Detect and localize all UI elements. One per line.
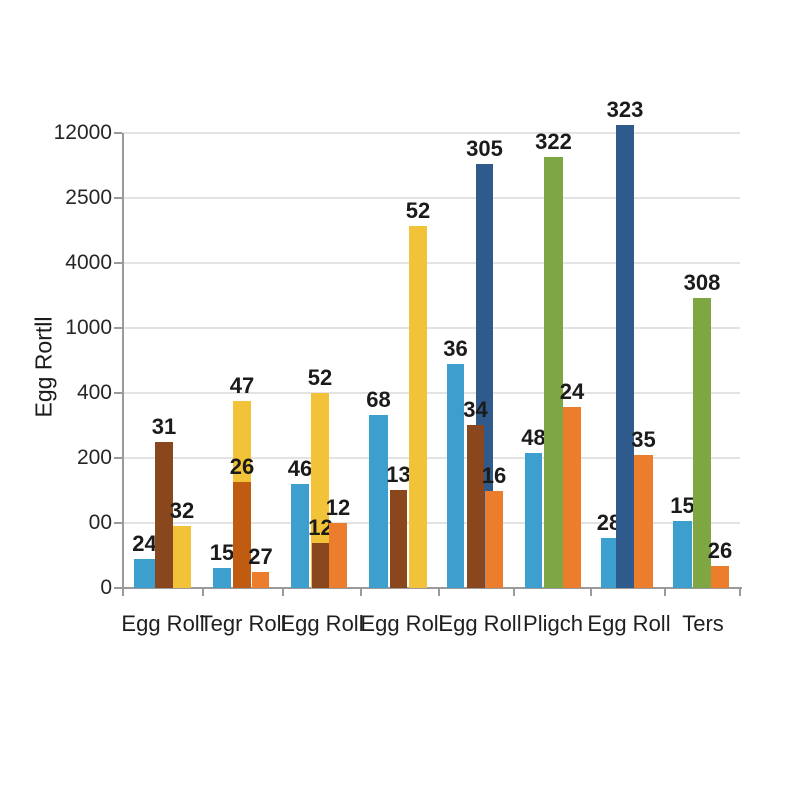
x-tick-label: Ters xyxy=(682,611,724,636)
bar-blue xyxy=(369,415,388,588)
bar-value-label: 68 xyxy=(366,387,391,412)
x-tick-mark xyxy=(360,588,362,596)
bar-orange xyxy=(252,572,269,588)
bar-navy xyxy=(616,125,634,588)
x-tick-mark xyxy=(438,588,440,596)
bar-value-label: 12 xyxy=(325,495,351,520)
y-tick-label: 400 xyxy=(76,381,112,404)
bar-orange xyxy=(634,455,653,588)
gridline xyxy=(122,457,740,459)
y-axis-line xyxy=(122,133,124,588)
bar-orange xyxy=(563,407,581,588)
y-tick-label: 2500 xyxy=(65,186,112,209)
y-tick-label: 1000 xyxy=(65,316,112,339)
bar-value-label: 13 xyxy=(386,462,411,487)
bar-blue xyxy=(213,568,231,588)
bar-orange xyxy=(711,566,729,588)
bar-green xyxy=(693,298,711,588)
bar-value-label: 16 xyxy=(481,463,507,488)
bar-value-label: 36 xyxy=(443,336,468,361)
bar-value-label: 15 xyxy=(209,540,235,565)
gridline xyxy=(122,522,740,524)
bar-blue xyxy=(447,364,464,588)
y-tick-label: 00 xyxy=(88,511,112,534)
y-tick-mark xyxy=(114,262,122,264)
bar-yellow xyxy=(173,526,191,588)
bar-value-label: 48 xyxy=(521,425,546,450)
y-tick-mark xyxy=(114,457,122,459)
y-tick-mark xyxy=(114,132,122,134)
bar-value-label: 34 xyxy=(463,397,488,422)
bar-blue xyxy=(291,484,309,588)
x-tick-label: Egg Roll xyxy=(438,611,522,636)
x-tick-mark xyxy=(513,588,515,596)
gridline xyxy=(122,262,740,264)
x-tick-mark xyxy=(590,588,592,596)
bar-blue xyxy=(134,559,155,588)
x-axis-line xyxy=(120,587,742,589)
bar-green xyxy=(544,157,563,588)
y-tick-mark xyxy=(114,522,122,524)
y-tick-mark xyxy=(114,587,122,589)
x-tick-label: Tegr Roll xyxy=(199,611,287,636)
bar-value-label: 52 xyxy=(405,198,431,223)
bar-value-label: 26 xyxy=(229,454,255,479)
bar-value-label: 46 xyxy=(287,456,313,481)
x-tick-mark xyxy=(202,588,204,596)
y-tick-mark xyxy=(114,197,122,199)
bar-value-label: 305 xyxy=(466,136,503,161)
x-tick-label: Pligch xyxy=(523,611,583,636)
bar-brown xyxy=(467,425,484,588)
x-tick-mark xyxy=(122,588,124,596)
bar-value-label: 27 xyxy=(248,544,273,569)
bar-value-label: 24 xyxy=(559,379,585,404)
bar-value-label: 52 xyxy=(307,365,333,390)
x-tick-label: Egg Roll xyxy=(121,611,205,636)
x-tick-label: Egg Roll xyxy=(360,611,444,636)
bar-value-label: 323 xyxy=(606,97,644,122)
bar-darkorange xyxy=(233,482,251,588)
y-tick-mark xyxy=(114,327,122,329)
gridline xyxy=(122,392,740,394)
y-tick-label: 4000 xyxy=(65,251,112,274)
x-tick-mark xyxy=(739,588,741,596)
bar-brown xyxy=(390,490,407,588)
bar-value-label: 47 xyxy=(229,373,255,398)
bar-yellow xyxy=(311,393,329,588)
x-tick-mark xyxy=(664,588,666,596)
bar-blue xyxy=(601,538,617,588)
y-tick-mark xyxy=(114,392,122,394)
bar-value-label: 26 xyxy=(707,538,733,563)
bar-yellow xyxy=(409,226,427,588)
bar-value-label: 31 xyxy=(151,414,177,439)
bar-blue xyxy=(673,521,692,588)
gridline xyxy=(122,197,740,199)
bar-brown xyxy=(155,442,173,588)
bar-value-label: 12 xyxy=(308,515,333,540)
bar-value-label: 24 xyxy=(132,531,157,556)
gridline xyxy=(122,327,740,329)
bar-brown xyxy=(312,543,329,588)
bar-value-label: 15 xyxy=(670,493,695,518)
gridline xyxy=(122,132,740,134)
bar-blue xyxy=(525,453,542,588)
bar-value-label: 35 xyxy=(631,427,656,452)
y-tick-label: 200 xyxy=(76,446,112,469)
bar-value-label: 32 xyxy=(169,498,195,523)
bar-orange xyxy=(485,491,503,588)
bar-orange xyxy=(329,523,347,588)
x-tick-mark xyxy=(282,588,284,596)
x-tick-label: Egg Roll xyxy=(280,611,364,636)
y-tick-label: 12000 xyxy=(53,121,112,144)
bar-value-label: 322 xyxy=(535,129,572,154)
bar-value-label: 308 xyxy=(683,270,721,295)
y-tick-label: 0 xyxy=(100,576,112,599)
x-tick-label: Egg Roll xyxy=(587,611,671,636)
